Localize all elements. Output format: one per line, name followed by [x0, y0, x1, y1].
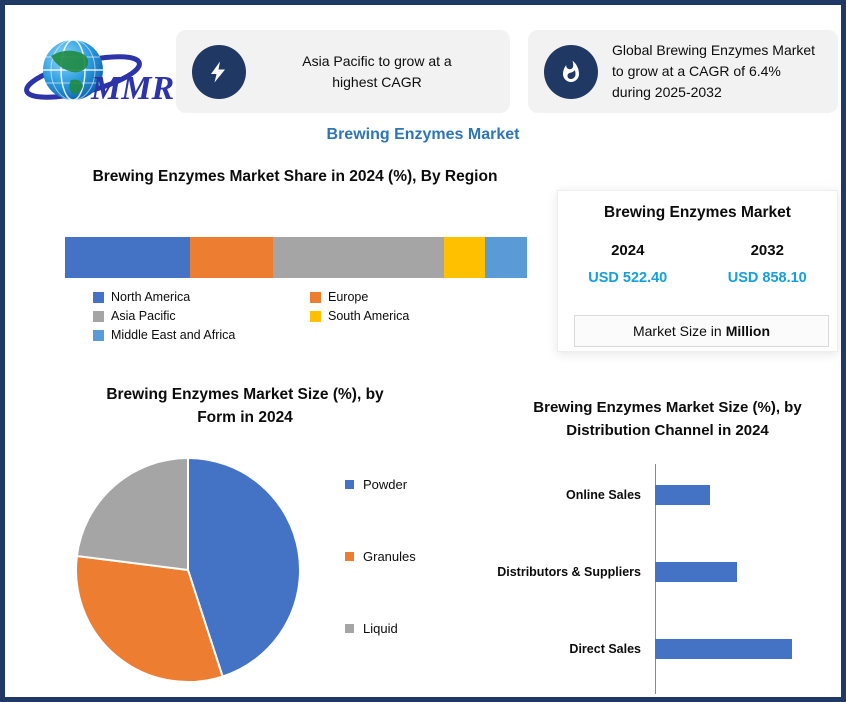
pie-graphic	[75, 456, 302, 684]
legend-swatch-icon	[93, 329, 104, 341]
market-card-col-2032: 2032 USD 858.10	[698, 242, 838, 286]
market-size-note: Market Size in Million	[574, 315, 829, 347]
legend-label: Liquid	[363, 621, 398, 636]
legend-label: South America	[328, 309, 410, 323]
legend-label: Europe	[328, 290, 369, 304]
market-size-card: Brewing Enzymes Market 2024 USD 522.40 2…	[557, 190, 838, 352]
region-legend-item-south-america: South America	[310, 309, 533, 323]
region-chart-title: Brewing Enzymes Market Share in 2024 (%)…	[92, 168, 498, 185]
region-segment-middle-east-and-africa	[485, 237, 527, 278]
legend-label: Powder	[363, 477, 408, 492]
pie-slice-powder	[187, 456, 302, 678]
legend-swatch-icon	[345, 624, 354, 633]
legend-swatch-icon	[345, 552, 354, 561]
region-legend-item-europe: Europe	[310, 290, 533, 304]
callout-asia-text: Asia Pacific to grow at a highest CAGR	[302, 52, 452, 90]
market-card-years: 2024 USD 522.40 2032 USD 858.10	[558, 242, 837, 286]
form-legend-item-powder: Powder	[345, 477, 416, 492]
region-legend-item-asia-pacific: Asia Pacific	[93, 309, 310, 323]
region-legend-item-middle-east-and-africa: Middle East and Africa	[93, 328, 310, 342]
callout-asia-pacific: Asia Pacific to grow at a highest CAGR	[176, 30, 510, 113]
year-label: 2032	[750, 242, 784, 259]
page-title: Brewing Enzymes Market	[326, 126, 520, 143]
note-prefix: Market Size in	[632, 323, 722, 339]
hbar-category-label: Online Sales	[565, 488, 641, 502]
globe-icon: MMR	[24, 39, 174, 107]
legend-swatch-icon	[93, 310, 104, 322]
hbar-row-distributors-suppliers: Distributors & Suppliers	[425, 562, 830, 582]
region-segment-north-america	[65, 237, 190, 278]
form-legend-item-liquid: Liquid	[345, 621, 416, 636]
logo-text: MMR	[90, 70, 174, 107]
pie-slice-granules	[75, 554, 224, 684]
hbar-category-label: Direct Sales	[569, 642, 641, 656]
mmr-logo: MMR	[21, 27, 176, 115]
hbar-row-online-sales: Online Sales	[425, 485, 830, 505]
region-stacked-bar	[65, 237, 527, 278]
market-value-2024: USD 522.40	[588, 270, 668, 286]
callout-text: Global Brewing Enzymes Market to grow at…	[612, 42, 816, 100]
region-legend: North America Europe Asia Pacific South Ame…	[93, 290, 533, 342]
flame-icon	[544, 44, 598, 99]
hbar-chart-title: Brewing Enzymes Market Size (%), by Dist…	[533, 399, 802, 439]
callout-cagr: Global Brewing Enzymes Market to grow at…	[528, 30, 838, 113]
pie-legend: Powder Granules Liquid	[345, 477, 416, 636]
note-unit: Million	[725, 323, 771, 339]
hbar-graphic: Online Sales Distributors & Suppliers Dire…	[425, 460, 830, 697]
hbar-bar-distributors-suppliers	[655, 562, 737, 582]
form-legend-item-granules: Granules	[345, 549, 416, 564]
legend-swatch-icon	[93, 291, 104, 303]
hbar-bar-online-sales	[655, 485, 710, 505]
legend-label: Middle East and Africa	[111, 328, 236, 342]
market-card-col-2024: 2024 USD 522.40	[558, 242, 698, 286]
market-card-title: Brewing Enzymes Market	[604, 204, 791, 221]
legend-swatch-icon	[310, 291, 321, 303]
lightning-icon	[192, 44, 246, 99]
pie-slice-liquid	[75, 456, 189, 572]
legend-swatch-icon	[310, 310, 321, 322]
legend-label: North America	[111, 290, 191, 304]
year-label: 2024	[611, 242, 645, 259]
pie-chart-title: Brewing Enzymes Market Size (%), by Form…	[106, 386, 384, 427]
market-value-2032: USD 858.10	[727, 270, 807, 286]
region-legend-item-north-america: North America	[93, 290, 310, 304]
callout-text: Asia Pacific to grow at a highest CAGR	[260, 51, 494, 93]
legend-label: Asia Pacific	[111, 309, 176, 323]
region-segment-asia-pacific	[272, 237, 444, 278]
legend-label: Granules	[363, 549, 416, 564]
region-segment-europe	[189, 237, 273, 278]
region-segment-south-america	[443, 237, 486, 278]
hbar-row-direct-sales: Direct Sales	[425, 639, 830, 659]
legend-swatch-icon	[345, 480, 354, 489]
hbar-category-label: Distributors & Suppliers	[497, 565, 641, 579]
hbar-bar-direct-sales	[655, 639, 792, 659]
